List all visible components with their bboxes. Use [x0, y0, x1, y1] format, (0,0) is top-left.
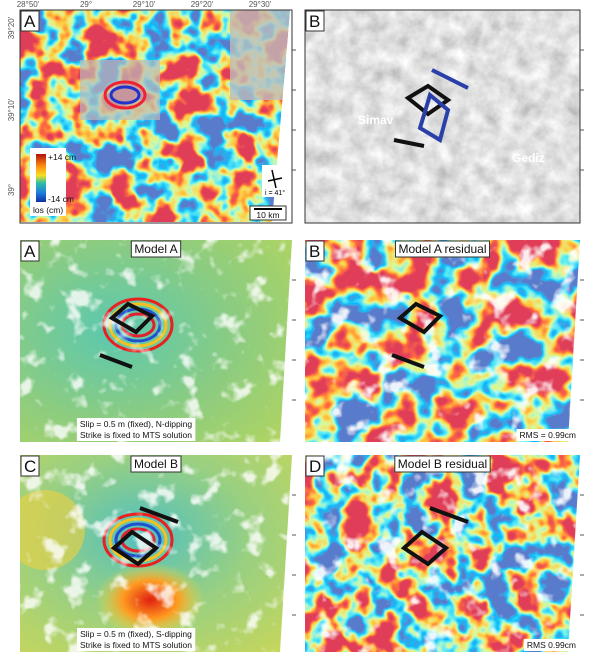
axis-label: 29°30'	[249, 0, 272, 9]
panel-label: C	[24, 457, 36, 476]
caption: Strike is fixed to MTS solution	[80, 430, 192, 440]
panel-label: A	[24, 242, 36, 261]
axis-label: 39°10'	[7, 98, 16, 121]
town-label: Gediz	[512, 151, 545, 165]
incidence-label: i = 41°	[265, 189, 285, 197]
caption: RMS = 0.99cm	[520, 430, 576, 440]
axis-label: 29°	[80, 0, 92, 9]
town-label: Simav	[358, 113, 394, 127]
caption: Strike is fixed to MTS solution	[80, 640, 192, 650]
colorbar-bottom: -14 cm	[48, 194, 74, 204]
colorbar-unit: los (cm)	[33, 205, 63, 215]
hillshade	[305, 10, 580, 223]
panel-title: Model B residual	[398, 457, 487, 471]
model-map	[20, 240, 292, 442]
axis-label: 39°20'	[7, 16, 16, 39]
caption: Slip = 0.5 m (fixed), N-dipping	[80, 419, 192, 429]
panel-title: Model B	[134, 457, 178, 471]
panel-title: Model A residual	[398, 242, 486, 256]
residual-map	[305, 240, 580, 442]
colorbar-top: +14 cm	[48, 152, 76, 162]
panel-label: B	[309, 12, 320, 31]
caption: Slip = 0.5 m (fixed), S-dipping	[80, 629, 192, 639]
scale-label: 10 km	[256, 210, 279, 220]
axis-label: 28°50'	[17, 0, 40, 9]
colorbar	[36, 154, 46, 202]
panel-title: Model A	[134, 242, 177, 256]
axis-label: 29°10'	[133, 0, 156, 9]
page: {"figure": { "top_axis_labels": ["28°50'…	[0, 0, 595, 660]
figure: +14 cm -14 cm los (cm) 10 km i = 41° Sim…	[0, 0, 595, 660]
axis-label: 29°20'	[191, 0, 214, 9]
panel-label: A	[24, 12, 36, 31]
panel-label: B	[309, 242, 320, 261]
caption: RMS 0.99cm	[527, 640, 576, 650]
panel-label: D	[309, 457, 321, 476]
axis-label: 39°	[7, 184, 16, 196]
